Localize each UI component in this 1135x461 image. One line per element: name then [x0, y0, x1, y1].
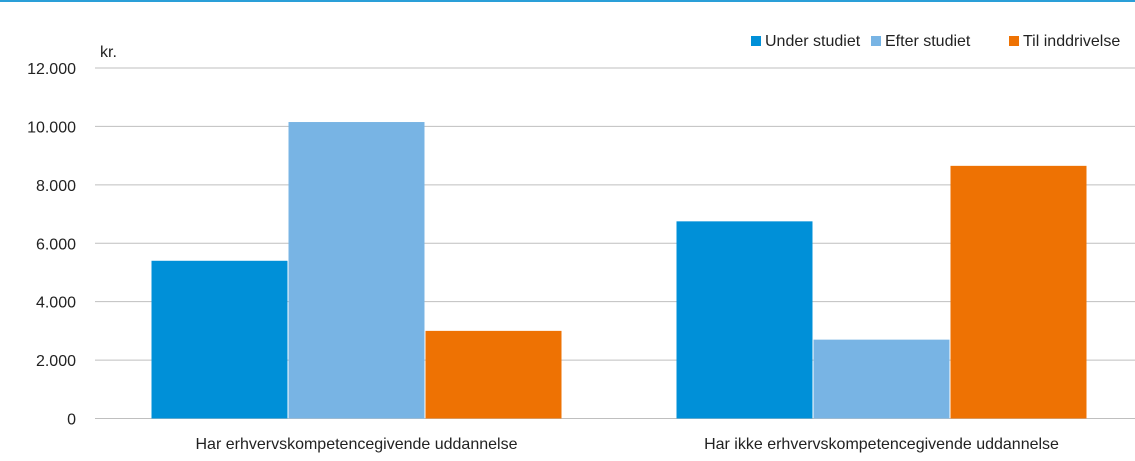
bars — [151, 122, 1087, 419]
legend-swatch — [871, 36, 881, 46]
legend-label: Efter studiet — [885, 33, 971, 50]
category-label: Har erhvervskompetencegivende uddannelse — [196, 436, 518, 453]
legend-swatch — [751, 36, 761, 46]
legend-label: Til inddrivelse — [1023, 33, 1120, 50]
bar-til-inddrivelse-1 — [425, 330, 562, 419]
y-axis-tick-labels: 0 2.000 4.000 6.000 8.000 10.000 12.000 — [27, 61, 76, 429]
bar-efter-studiet-2 — [813, 339, 950, 419]
bar-under-studiet-1 — [151, 260, 288, 419]
legend-swatch — [1009, 36, 1019, 46]
y-tick-label: 2.000 — [36, 353, 76, 370]
y-tick-label: 10.000 — [27, 119, 76, 136]
bar-efter-studiet-1 — [288, 122, 425, 419]
y-tick-label: 12.000 — [27, 61, 76, 78]
legend-label: Under studiet — [765, 33, 861, 50]
bar-til-inddrivelse-2 — [950, 165, 1087, 419]
y-tick-label: 4.000 — [36, 295, 76, 312]
unit-label: kr. — [100, 44, 117, 61]
top-rule — [0, 0, 1135, 2]
category-label: Har ikke erhvervskompetencegivende uddan… — [704, 436, 1059, 453]
y-tick-label: 6.000 — [36, 236, 76, 253]
x-axis-category-labels: Har erhvervskompetencegivende uddannelse… — [196, 436, 1060, 453]
legend: Under studiet Efter studiet Til inddrivels… — [751, 33, 1120, 50]
y-tick-label: 0 — [67, 412, 76, 429]
y-tick-label: 8.000 — [36, 178, 76, 195]
bar-under-studiet-2 — [676, 221, 813, 419]
